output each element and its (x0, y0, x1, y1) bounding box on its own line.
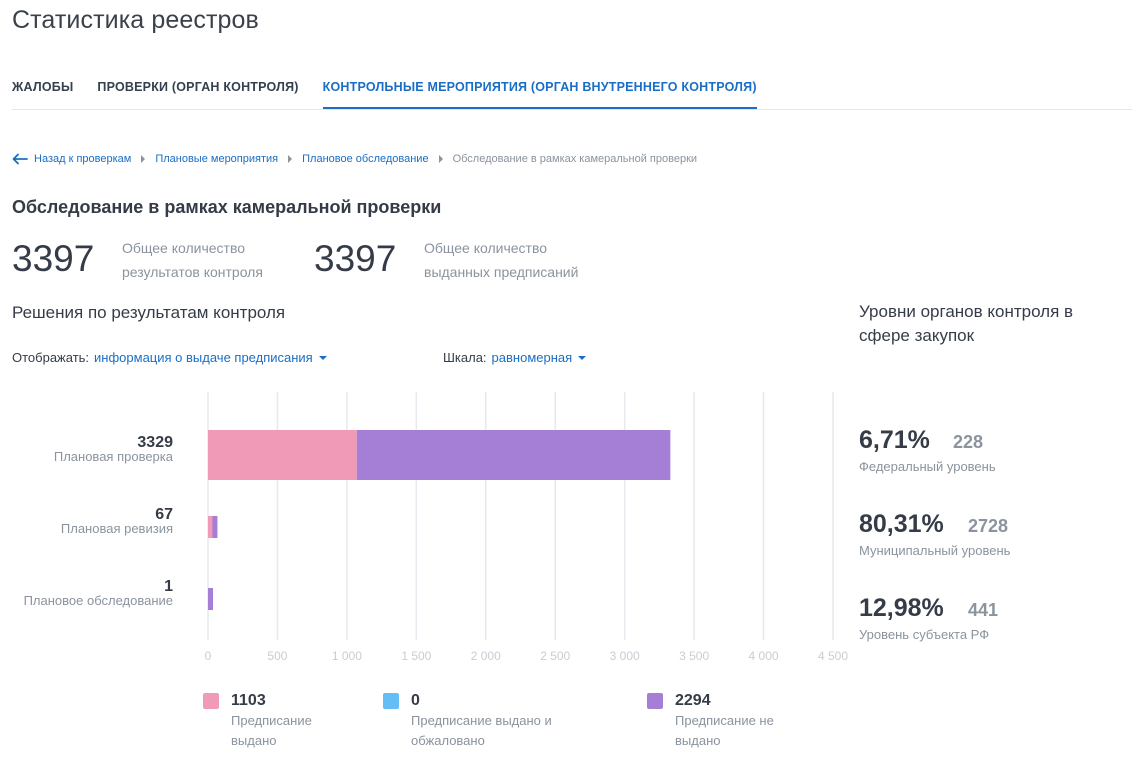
section-title: Обследование в рамках камеральной провер… (12, 197, 442, 217)
tab-complaints[interactable]: ЖАЛОБЫ (12, 80, 74, 94)
caret-right-icon (438, 155, 443, 163)
tab-control-events[interactable]: КОНТРОЛЬНЫЕ МЕРОПРИЯТИЯ (ОРГАН ВНУТРЕННЕ… (322, 66, 757, 109)
category-label: Плановая ревизия (61, 521, 173, 536)
x-tick-label: 2 500 (540, 649, 570, 663)
legend-label-issued: Предписание выдано (231, 713, 312, 748)
bar-segment (212, 516, 218, 538)
breadcrumb: Назад к проверкам Плановые мероприятия П… (12, 153, 697, 165)
legend-value-issued-appealed: 0 (411, 692, 420, 709)
x-tick-label: 1 000 (332, 649, 362, 663)
display-dropdown-value[interactable]: информация о выдаче предписания (94, 350, 313, 365)
level-federal-count: 228 (953, 432, 984, 452)
x-tick-label: 1 500 (401, 649, 431, 663)
legend-swatch-issued (203, 693, 219, 709)
x-tick-label: 3 000 (610, 649, 640, 663)
caret-right-icon (141, 155, 146, 163)
chevron-down-icon[interactable] (318, 355, 327, 360)
legend-label-issued-appealed: Предписание выдано и обжалованo (411, 713, 552, 748)
category-total-label: 1 (164, 578, 173, 595)
total-prescriptions-value: 3397 (314, 238, 397, 279)
scale-dropdown-value[interactable]: равномерная (491, 350, 573, 365)
x-tick-label: 3 500 (679, 649, 709, 663)
total-results-value: 3397 (12, 238, 95, 279)
total-results-label: Общее количество результатов контроля (122, 236, 263, 284)
tab-inspections[interactable]: ПРОВЕРКИ (ОРГАН КОНТРОЛЯ) (97, 80, 299, 94)
chevron-down-icon[interactable] (578, 355, 587, 360)
legend-label-not-issued: Предписание не выдано (675, 713, 774, 748)
arrow-left-icon[interactable] (12, 153, 28, 165)
bar-segment (208, 516, 213, 538)
breadcrumb-item-planned-survey[interactable]: Плановое обследование (302, 153, 429, 165)
x-tick-label: 500 (267, 649, 287, 663)
x-tick-label: 2 000 (471, 649, 501, 663)
breadcrumb-item-planned-events[interactable]: Плановые мероприятия (155, 153, 279, 165)
scale-dropdown[interactable]: равномерная (492, 350, 587, 365)
legend-swatch-not-issued (647, 693, 663, 709)
level-regional-count: 441 (968, 600, 999, 620)
bar-chart: 0 500 1 000 1 500 2 000 2 500 3 000 3 500 4 000 4… (24, 392, 848, 663)
legend-value-issued: 1103 (231, 692, 266, 709)
level-federal-percent: 6,71% (859, 426, 930, 454)
total-prescriptions-label-line1: Общее количество (424, 240, 548, 256)
breadcrumb-current: Обследование в рамках камеральной провер… (452, 153, 698, 165)
display-control: Отображать: информация о выдаче предписа… (12, 350, 327, 365)
scale-control: Шкала: равномерная (443, 350, 587, 365)
bar-segment (356, 430, 671, 480)
category-total-label: 3329 (137, 434, 173, 451)
display-label: Отображать: (12, 350, 90, 365)
display-dropdown[interactable]: информация о выдаче предписания (94, 350, 327, 365)
levels-heading: Уровни органов контроля в сфере закупок (859, 302, 1074, 345)
breadcrumb-back-link[interactable]: Назад к проверкам (34, 153, 132, 165)
legend-value-not-issued: 2294 (675, 692, 711, 709)
total-results-label-line1: Общее количество (122, 240, 246, 256)
level-municipal-label: Муниципальный уровень (859, 543, 1011, 558)
legend-swatch-issued-appealed (383, 693, 399, 709)
page-title: Статистика реестров (12, 6, 259, 34)
level-municipal-percent: 80,31% (859, 510, 944, 538)
x-tick-label: 4 500 (818, 649, 848, 663)
bar-segment (208, 588, 213, 610)
total-prescriptions-label: Общее количество выданных предписаний (424, 236, 578, 284)
tab-bar: ЖАЛОБЫ ПРОВЕРКИ (ОРГАН КОНТРОЛЯ) КОНТРОЛ… (12, 66, 1132, 110)
x-tick-label: 4 000 (749, 649, 779, 663)
total-results-label-line2: результатов контроля (122, 264, 263, 280)
chart-heading: Решения по результатам контроля (12, 303, 286, 322)
category-total-label: 67 (155, 506, 173, 523)
scale-label: Шкала: (443, 350, 487, 365)
level-municipal-count: 2728 (968, 516, 1009, 536)
level-regional-label: Уровень субъекта РФ (859, 627, 990, 642)
x-tick-label: 0 (205, 649, 212, 663)
category-label: Плановое обследование (24, 593, 173, 608)
caret-right-icon (288, 155, 293, 163)
level-federal-label: Федеральный уровень (859, 459, 996, 474)
level-regional-percent: 12,98% (859, 594, 944, 622)
bar-segment (208, 430, 357, 480)
category-label: Плановая проверка (54, 449, 174, 464)
total-prescriptions-label-line2: выданных предписаний (424, 264, 579, 280)
